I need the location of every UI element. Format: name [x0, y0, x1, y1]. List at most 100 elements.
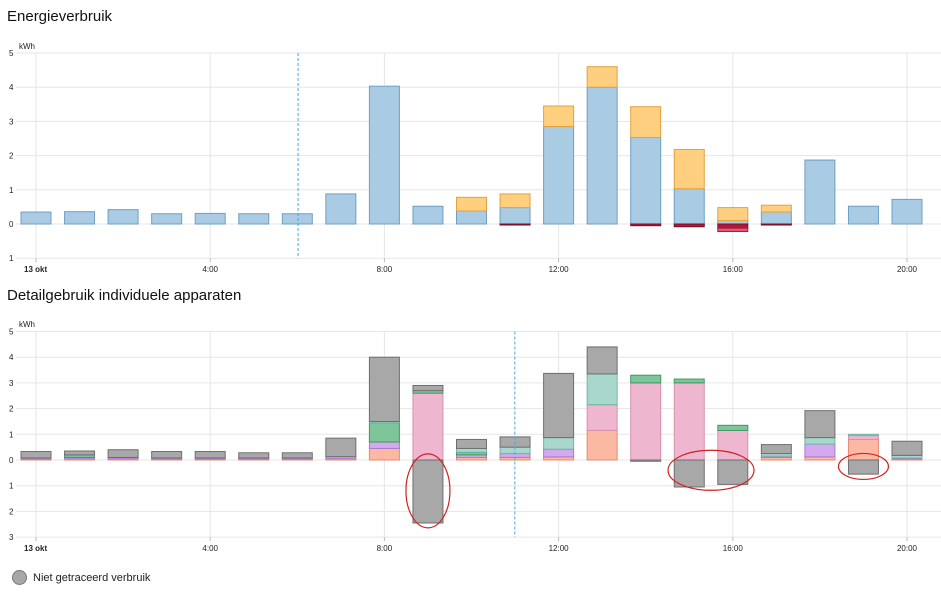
bar-energy-grid[interactable]	[281, 213, 313, 225]
bar-detail-untracked[interactable]	[281, 452, 313, 459]
bar-energy-battery_out[interactable]	[630, 223, 662, 227]
bar-detail-teal[interactable]	[543, 437, 575, 450]
bar-detail-teal[interactable]	[586, 373, 618, 406]
bar-detail-teal[interactable]	[847, 433, 879, 437]
y-tick-label: 1	[9, 186, 14, 195]
bar-energy-grid[interactable]	[325, 193, 357, 225]
bar-energy-grid[interactable]	[804, 159, 836, 225]
bar-energy-grid[interactable]	[238, 213, 270, 225]
bar-detail-pink[interactable]	[847, 435, 879, 440]
bar-detail-teal[interactable]	[804, 437, 836, 445]
bar-energy-solar[interactable]	[717, 207, 749, 222]
bar-detail-untracked[interactable]	[586, 346, 618, 375]
x-tick-label: 13 okt	[24, 544, 47, 553]
x-tick-label: 8:00	[377, 265, 393, 274]
bar-detail-green[interactable]	[717, 424, 749, 431]
bar-energy-grid[interactable]	[151, 213, 183, 225]
bar-energy-solar[interactable]	[543, 105, 575, 128]
annotation-ellipse	[405, 453, 451, 529]
y-tick-label: 5	[9, 49, 14, 58]
bar-detail-untracked_neg[interactable]	[630, 459, 662, 462]
x-tick-label: 20:00	[897, 544, 918, 553]
bar-energy-solar[interactable]	[760, 204, 792, 213]
bar-energy-grid[interactable]	[20, 211, 52, 225]
bar-energy-grid[interactable]	[456, 210, 487, 225]
bar-energy-solar[interactable]	[456, 196, 487, 212]
bar-detail-untracked_neg[interactable]	[847, 459, 879, 475]
bar-energy-battery_out[interactable]	[499, 223, 531, 226]
bar-detail-salmon[interactable]	[847, 438, 879, 461]
bar-detail-untracked[interactable]	[543, 372, 575, 439]
x-tick-label: 13 okt	[24, 265, 47, 274]
bar-energy-grid[interactable]	[368, 85, 400, 225]
bar-detail-pink[interactable]	[586, 404, 618, 431]
bar-detail-green[interactable]	[673, 378, 705, 384]
legend[interactable]: Niet getraceerd verbruik	[12, 570, 150, 585]
bar-energy-grid[interactable]	[543, 126, 575, 225]
bar-energy-grid[interactable]	[673, 188, 705, 225]
y-tick-label: 3	[9, 379, 14, 388]
bar-energy-solar[interactable]	[630, 106, 662, 138]
bar-detail-teal[interactable]	[456, 447, 487, 453]
bar-energy-battery_out[interactable]	[760, 223, 792, 226]
bar-energy-grid[interactable]	[194, 212, 226, 225]
bar-detail-untracked[interactable]	[20, 451, 52, 459]
bar-energy-grid[interactable]	[586, 86, 618, 225]
bar-detail-untracked_neg[interactable]	[717, 459, 749, 485]
bar-detail-untracked[interactable]	[804, 410, 836, 439]
bar-detail-salmon[interactable]	[368, 447, 400, 461]
bar-detail-untracked[interactable]	[64, 450, 96, 456]
bar-detail-untracked[interactable]	[151, 451, 183, 459]
bar-energy-battery_out2[interactable]	[717, 227, 749, 233]
bar-energy-grid[interactable]	[499, 207, 531, 225]
bar-detail-untracked[interactable]	[107, 449, 139, 458]
bar-detail-pink[interactable]	[412, 392, 444, 461]
energy-chart-title: Energieverbruik	[7, 8, 113, 25]
bar-detail-purple[interactable]	[368, 441, 400, 449]
bar-energy-solar[interactable]	[499, 193, 531, 209]
bar-detail-untracked[interactable]	[412, 384, 444, 392]
bar-detail-untracked[interactable]	[368, 356, 400, 422]
bar-energy-grid[interactable]	[412, 205, 444, 225]
bar-detail-green[interactable]	[368, 422, 400, 443]
bar-energy-battery_out[interactable]	[717, 223, 749, 229]
bar-detail-untracked_neg[interactable]	[412, 459, 444, 524]
bar-detail-untracked[interactable]	[238, 452, 270, 459]
energy-chart[interactable]: kWh 1 0 1 2 3 4 5 13 okt 4:00 8:00 12:00 16:00 20:00	[0, 40, 941, 275]
annotation-ellipse	[667, 449, 755, 491]
bar-energy-grid[interactable]	[847, 205, 879, 225]
bar-detail-untracked[interactable]	[891, 440, 923, 456]
bar-energy-grid[interactable]	[717, 220, 749, 225]
bar-detail-pink[interactable]	[673, 382, 705, 461]
y-tick-label: 2	[9, 152, 14, 161]
bar-energy-grid[interactable]	[107, 209, 139, 225]
bar-detail-untracked[interactable]	[325, 437, 357, 458]
bar-detail-untracked[interactable]	[456, 438, 487, 449]
detail-chart[interactable]: kWh 3 2 1 0 1 2 3 4 5 13 okt 4:00 8:00 12:00 16:00 20:0…	[0, 318, 941, 558]
bar-detail-purple[interactable]	[543, 448, 575, 458]
x-tick-label: 4:00	[202, 544, 218, 553]
bar-energy-grid[interactable]	[64, 211, 96, 225]
bar-detail-untracked[interactable]	[760, 444, 792, 455]
bar-energy-solar[interactable]	[673, 148, 705, 190]
y-tick-label: 2	[9, 405, 14, 414]
x-tick-label: 20:00	[897, 265, 918, 274]
x-tick-label: 8:00	[377, 544, 393, 553]
bar-energy-battery_out[interactable]	[673, 223, 705, 228]
bar-detail-purple[interactable]	[804, 443, 836, 458]
bar-detail-pink[interactable]	[630, 382, 662, 461]
bar-energy-grid[interactable]	[630, 136, 662, 225]
bar-energy-solar[interactable]	[586, 66, 618, 88]
bar-detail-untracked[interactable]	[194, 451, 226, 459]
bar-energy-grid[interactable]	[760, 211, 792, 225]
bar-detail-salmon[interactable]	[586, 429, 618, 461]
x-tick-label: 12:00	[549, 544, 570, 553]
bar-energy-grid[interactable]	[891, 198, 923, 225]
bar-detail-pink[interactable]	[717, 429, 749, 461]
y-tick-label: 4	[9, 83, 14, 92]
y-tick-label: 1	[9, 430, 14, 439]
untracked-legend-swatch[interactable]	[12, 570, 27, 585]
bar-detail-green[interactable]	[630, 374, 662, 384]
y-tick-label: 5	[9, 328, 14, 337]
x-tick-label: 16:00	[723, 544, 744, 553]
